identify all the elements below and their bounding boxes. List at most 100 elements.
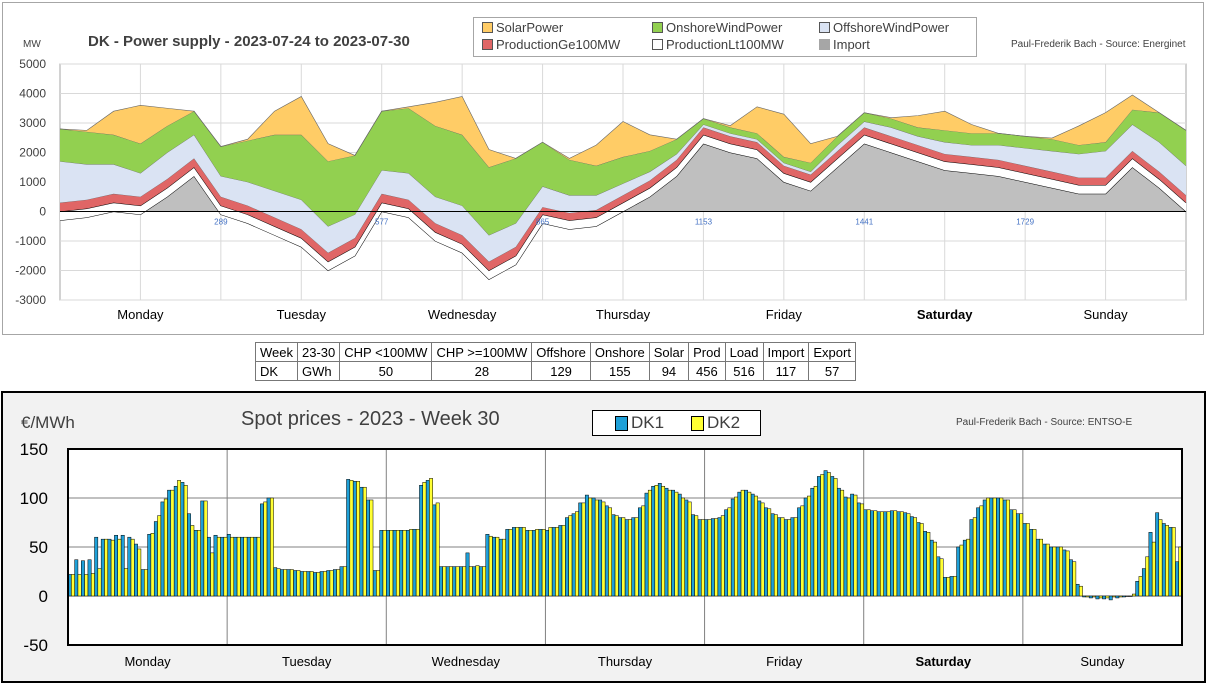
top-chart-credit: Paul-Frederik Bach - Source: Energinet bbox=[1011, 39, 1186, 50]
bar-dk2 bbox=[130, 538, 135, 597]
bar-dk2 bbox=[303, 571, 307, 597]
bar-dk1 bbox=[1062, 549, 1067, 597]
bar-dk1 bbox=[1161, 523, 1166, 597]
area-offshorewindpower bbox=[60, 121, 1186, 262]
bar-dk2 bbox=[594, 499, 599, 597]
bar-dk1 bbox=[299, 571, 304, 597]
area-onshorewindpower bbox=[60, 108, 1186, 236]
y-tick-label: 150 bbox=[20, 440, 48, 459]
bar-dk2 bbox=[800, 505, 805, 597]
bar-dk1 bbox=[790, 517, 795, 597]
bar-dk2 bbox=[714, 518, 719, 597]
bar-dk1 bbox=[730, 498, 735, 597]
bar-dk1 bbox=[425, 480, 430, 597]
bar-dk2 bbox=[495, 536, 500, 597]
bar-dk1 bbox=[266, 497, 271, 597]
summary-table: Week 23-30 CHP <100MW CHP >=100MW Offshore On… bbox=[255, 342, 856, 381]
bar-dk2 bbox=[561, 525, 566, 597]
bar-dk2 bbox=[979, 505, 984, 597]
bar-dk1 bbox=[153, 521, 158, 597]
bar-dk2 bbox=[1145, 556, 1150, 597]
bar-dk2 bbox=[197, 530, 201, 597]
bar-dk1 bbox=[697, 519, 702, 597]
legend-label: OffshoreWindPower bbox=[833, 20, 950, 35]
y-tick-label: -2000 bbox=[15, 264, 46, 278]
bar-dk1 bbox=[671, 489, 675, 597]
table-cell: 28 bbox=[431, 361, 533, 381]
bar-dk1 bbox=[167, 489, 172, 597]
bar-dk2 bbox=[846, 497, 851, 597]
bar-dk1 bbox=[339, 566, 344, 597]
bar-dk1 bbox=[492, 536, 496, 597]
bar-dk1 bbox=[332, 569, 337, 597]
day-label: Monday bbox=[117, 307, 164, 322]
bar-dk2 bbox=[667, 489, 672, 597]
bar-dk1 bbox=[1122, 595, 1126, 598]
bar-dk2 bbox=[707, 519, 712, 597]
bar-dk2 bbox=[555, 527, 559, 597]
x-tick-label: 289 bbox=[214, 218, 228, 227]
bar-dk2 bbox=[986, 497, 990, 597]
bar-dk2 bbox=[289, 569, 294, 597]
bar-dk1 bbox=[644, 492, 649, 597]
y-tick-label: 0 bbox=[39, 587, 48, 606]
bar-dk2 bbox=[773, 514, 778, 597]
bar-dk2 bbox=[376, 570, 380, 597]
bar-dk1 bbox=[976, 507, 981, 597]
bar-dk1 bbox=[704, 519, 709, 597]
bar-dk2 bbox=[323, 571, 327, 597]
table-cell: 57 bbox=[808, 361, 856, 381]
top-chart-legend: SolarPower OnshoreWindPower OffshoreWind… bbox=[473, 17, 977, 57]
bar-dk2 bbox=[223, 536, 228, 597]
bar-dk2 bbox=[820, 474, 825, 597]
bar-dk2 bbox=[236, 536, 241, 597]
bar-dk1 bbox=[876, 511, 881, 597]
bar-dk2 bbox=[203, 500, 208, 597]
day-label: Tuesday bbox=[282, 654, 332, 669]
bar-dk1 bbox=[664, 487, 669, 597]
bar-dk2 bbox=[1098, 595, 1103, 599]
bar-dk1 bbox=[1035, 538, 1040, 597]
bar-dk2 bbox=[349, 480, 354, 597]
bottom-chart-legend: DK1 DK2 bbox=[592, 410, 761, 436]
bar-dk1 bbox=[412, 529, 417, 597]
bar-dk2 bbox=[462, 566, 467, 597]
bar-dk2 bbox=[654, 485, 659, 597]
bar-dk2 bbox=[740, 489, 745, 597]
bar-dk2 bbox=[747, 491, 752, 597]
bar-dk1 bbox=[160, 501, 165, 597]
bar-dk2 bbox=[826, 472, 831, 597]
bar-dk2 bbox=[1132, 593, 1136, 597]
bar-dk2 bbox=[833, 478, 838, 597]
bar-dk2 bbox=[356, 481, 361, 597]
x-tick-label: 865 bbox=[536, 218, 550, 227]
power-supply-chart: -3000 -2000 -1000 0 1000 2000 3000 4000 5000 289 5… bbox=[15, 57, 1187, 322]
bar-dk1 bbox=[386, 530, 390, 597]
bar-dk1 bbox=[207, 536, 211, 597]
bar-dk2 bbox=[488, 535, 493, 597]
bar-dk1 bbox=[352, 481, 357, 597]
bar-dk1 bbox=[949, 576, 954, 597]
bar-dk2 bbox=[906, 513, 911, 597]
bar-dk1 bbox=[1088, 595, 1093, 599]
bar-dk1 bbox=[1155, 512, 1160, 597]
summary-data-row: DK GWh 50 28 129 155 94 456 516 117 57 bbox=[255, 361, 856, 381]
day-label: Sunday bbox=[1080, 654, 1125, 669]
bar-dk1 bbox=[213, 534, 218, 597]
bar-dk2 bbox=[329, 570, 334, 597]
bar-dk1 bbox=[81, 560, 85, 597]
bar-dk1 bbox=[359, 486, 364, 597]
bar-dk1 bbox=[74, 559, 79, 597]
bar-dk1 bbox=[531, 530, 536, 597]
bar-dk2 bbox=[144, 569, 148, 597]
bar-dk2 bbox=[1151, 541, 1156, 597]
plot-border bbox=[67, 448, 1183, 646]
bar-dk2 bbox=[150, 533, 155, 597]
bar-dk2 bbox=[727, 507, 732, 597]
bar-dk1 bbox=[94, 536, 99, 597]
bar-dk2 bbox=[1025, 523, 1030, 597]
bar-dk2 bbox=[787, 519, 792, 597]
bar-dk1 bbox=[379, 530, 384, 597]
bar-dk1 bbox=[498, 538, 503, 597]
legend-swatch bbox=[482, 39, 493, 50]
